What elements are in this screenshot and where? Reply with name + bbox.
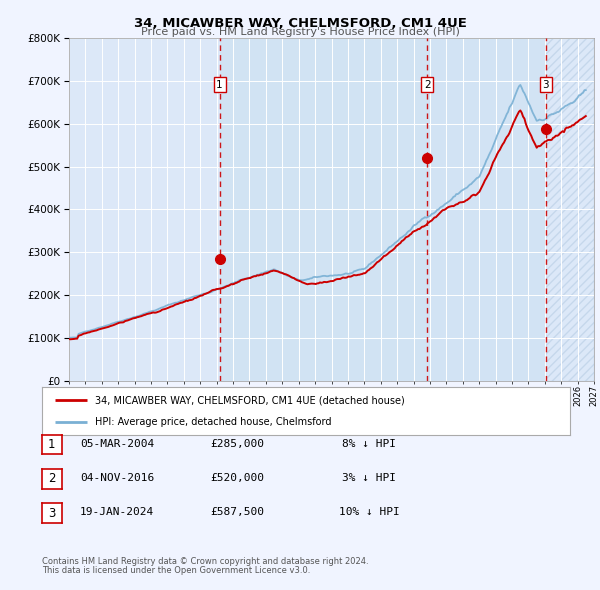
Text: Price paid vs. HM Land Registry's House Price Index (HPI): Price paid vs. HM Land Registry's House … xyxy=(140,27,460,37)
Text: 1: 1 xyxy=(48,438,56,451)
Text: 19-JAN-2024: 19-JAN-2024 xyxy=(80,507,154,517)
Text: 8% ↓ HPI: 8% ↓ HPI xyxy=(342,439,396,448)
Text: HPI: Average price, detached house, Chelmsford: HPI: Average price, detached house, Chel… xyxy=(95,417,331,427)
Text: 1: 1 xyxy=(216,80,223,90)
Text: 05-MAR-2004: 05-MAR-2004 xyxy=(80,439,154,448)
Bar xyxy=(427,38,545,381)
Bar xyxy=(545,38,594,381)
Bar xyxy=(220,38,427,381)
Text: 2: 2 xyxy=(48,472,56,486)
Text: 3: 3 xyxy=(542,80,549,90)
Text: 3: 3 xyxy=(48,506,56,520)
Text: 04-NOV-2016: 04-NOV-2016 xyxy=(80,473,154,483)
Text: Contains HM Land Registry data © Crown copyright and database right 2024.: Contains HM Land Registry data © Crown c… xyxy=(42,558,368,566)
Text: 34, MICAWBER WAY, CHELMSFORD, CM1 4UE (detached house): 34, MICAWBER WAY, CHELMSFORD, CM1 4UE (d… xyxy=(95,395,404,405)
Text: £520,000: £520,000 xyxy=(210,473,264,483)
Text: 34, MICAWBER WAY, CHELMSFORD, CM1 4UE: 34, MICAWBER WAY, CHELMSFORD, CM1 4UE xyxy=(134,17,466,30)
Text: £285,000: £285,000 xyxy=(210,439,264,448)
Text: This data is licensed under the Open Government Licence v3.0.: This data is licensed under the Open Gov… xyxy=(42,566,310,575)
Text: 2: 2 xyxy=(424,80,431,90)
Text: 3% ↓ HPI: 3% ↓ HPI xyxy=(342,473,396,483)
Text: 10% ↓ HPI: 10% ↓ HPI xyxy=(338,507,400,517)
Text: £587,500: £587,500 xyxy=(210,507,264,517)
